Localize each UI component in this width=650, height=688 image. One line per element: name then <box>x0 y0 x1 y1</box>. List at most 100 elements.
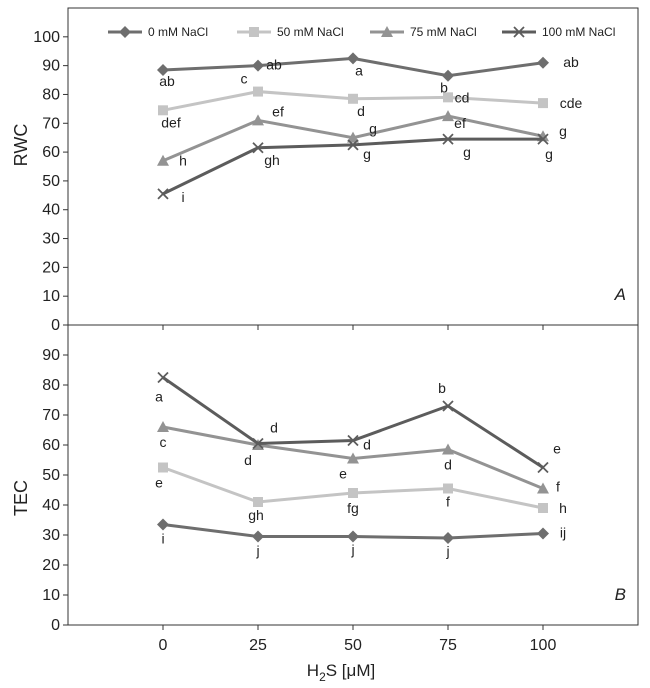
series-b-50-mm-nacl-point-75 <box>443 483 453 494</box>
series-b-100-mm-nacl-letter-50: d <box>363 437 371 453</box>
series-b-75-mm-nacl-point-0 <box>157 421 169 432</box>
series-b-50-mm-nacl-letter-25: gh <box>248 507 264 523</box>
x-axis-title-subscript: 2 <box>319 670 326 684</box>
y-tick-label-b-80: 80 <box>42 377 60 394</box>
series-a-0-mm-nacl-point-100 <box>537 56 549 69</box>
series-b-75-mm-nacl-point-100 <box>537 482 549 494</box>
series-a-100-mm-nacl-letter-0: i <box>181 189 184 205</box>
y-tick-label-b-70: 70 <box>42 407 60 424</box>
series-a-50-mm-nacl-point-0 <box>158 105 168 116</box>
series-b-0-mm-nacl-point-50 <box>347 530 359 543</box>
series-a-75-mm-nacl-point-0 <box>157 154 169 166</box>
panel-label-b: B <box>615 585 626 604</box>
series-b-0-mm-nacl-point-25 <box>252 530 264 543</box>
series-b-75-mm-nacl-letter-75: d <box>444 457 452 473</box>
series-a-75-mm-nacl-letter-100: g <box>559 123 567 139</box>
series-a-100-mm-nacl-point-100-stroke-b <box>537 133 549 145</box>
series-b-100-mm-nacl-point-75-stroke-b <box>442 400 454 412</box>
series-a-0-mm-nacl-point-50 <box>347 52 359 65</box>
y-tick-label-a-0: 0 <box>51 317 60 334</box>
legend-item-0-mm-nacl-marker <box>119 26 131 38</box>
series-b-100-mm-nacl-letter-25: d <box>270 420 278 436</box>
series-a-100-mm-nacl-point-25-stroke-b <box>252 142 264 154</box>
x-tick-label-100: 100 <box>530 637 557 654</box>
series-b-0-mm-nacl-letter-25: j <box>255 543 259 559</box>
y-tick-label-b-20: 20 <box>42 557 60 574</box>
series-a-100-mm-nacl-point-75 <box>442 133 454 145</box>
series-a-0-mm-nacl-point-75 <box>442 69 454 82</box>
series-b-50-mm-nacl-point-50 <box>348 488 358 498</box>
series-a-50-mm-nacl-letter-0: def <box>161 114 181 130</box>
y-tick-label-b-60: 60 <box>42 437 60 454</box>
y-tick-label-b-10: 10 <box>42 587 60 604</box>
series-b-100-mm-nacl-point-0 <box>157 371 169 384</box>
series-b-100-mm-nacl-point-100-stroke-b <box>537 461 549 474</box>
y-tick-label-b-50: 50 <box>42 467 60 484</box>
series-b-100-mm-nacl-point-25-stroke-b <box>252 437 264 450</box>
legend-item-100-mm-nacl-label: 100 mM NaCl <box>542 25 615 39</box>
series-b-100-mm-nacl-letter-0: a <box>155 389 163 405</box>
series-a-50-mm-nacl-letter-50: d <box>357 103 365 119</box>
legend-item-50-mm-nacl-label: 50 mM NaCl <box>277 25 344 39</box>
legend-item-75-mm-nacl-label: 75 mM NaCl <box>410 25 477 39</box>
series-b-100-mm-nacl-point-50 <box>347 434 359 447</box>
series-a-0-mm-nacl-letter-0: ab <box>159 73 175 89</box>
series-a-0-mm-nacl-point-25 <box>252 59 264 72</box>
y-tick-label-a-50: 50 <box>42 173 60 190</box>
series-a-75-mm-nacl-letter-0: h <box>179 153 187 169</box>
series-a-100-mm-nacl-letter-25: gh <box>264 152 280 168</box>
series-b-75-mm-nacl-point-50 <box>347 452 359 464</box>
series-a-75-mm-nacl-letter-75: ef <box>454 115 466 131</box>
x-tick-label-25: 25 <box>249 637 267 654</box>
series-b-0-mm-nacl-point-0 <box>157 518 169 531</box>
series-b-0-mm-nacl-letter-100: ij <box>560 525 566 541</box>
y-tick-label-b-30: 30 <box>42 527 60 544</box>
series-b-50-mm-nacl-point-25 <box>253 497 263 507</box>
y-tick-label-a-60: 60 <box>42 144 60 161</box>
series-b-100-mm-nacl-point-50-stroke-b <box>347 434 359 447</box>
series-a-0-mm-nacl-point-0 <box>157 63 169 76</box>
y-tick-label-b-40: 40 <box>42 497 60 514</box>
legend-item-100-mm-nacl-marker-stroke-b <box>513 26 525 38</box>
panel-label-a: A <box>614 285 626 304</box>
series-b-75-mm-nacl-letter-100: f <box>556 479 560 495</box>
y-tick-label-a-40: 40 <box>42 202 60 219</box>
series-b-50-mm-nacl-point-0 <box>158 462 168 473</box>
series-b-50-mm-nacl-letter-75: f <box>446 494 450 510</box>
legend-item-50-mm-nacl-marker <box>249 27 259 37</box>
series-a-50-mm-nacl-letter-100: cde <box>560 95 583 111</box>
series-a-75-mm-nacl-point-75 <box>442 110 454 122</box>
series-a-100-mm-nacl-point-100 <box>537 133 549 145</box>
series-b-75-mm-nacl-point-75 <box>442 443 454 455</box>
series-a-100-mm-nacl-point-75-stroke-b <box>442 133 454 145</box>
series-a-75-mm-nacl-point-50 <box>347 131 359 143</box>
series-a-100-mm-nacl-letter-50: g <box>363 146 371 162</box>
series-b-75-mm-nacl-letter-50: e <box>339 466 347 482</box>
y-tick-label-a-100: 100 <box>33 29 60 46</box>
series-a-100-mm-nacl-point-50 <box>347 139 359 151</box>
y-axis-title-tec: TEC <box>11 480 31 516</box>
series-a-100-mm-nacl-point-25 <box>252 142 264 154</box>
x-axis-title-h: H <box>307 661 319 680</box>
series-a-50-mm-nacl-point-25 <box>253 86 263 97</box>
x-axis-title-rest: S [μM] <box>326 661 375 680</box>
series-b-50-mm-nacl-letter-0: e <box>155 475 163 491</box>
series-b-75-mm-nacl-letter-25: d <box>244 452 252 468</box>
x-tick-label-50: 50 <box>344 637 362 654</box>
series-b-0-mm-nacl-point-75 <box>442 532 454 544</box>
series-b-0-mm-nacl-letter-0: i <box>161 531 164 547</box>
series-a-50-mm-nacl-point-75 <box>443 92 453 103</box>
series-a-75-mm-nacl-letter-50: g <box>369 121 377 137</box>
x-tick-label-0: 0 <box>159 637 168 654</box>
y-tick-label-a-80: 80 <box>42 86 60 103</box>
y-tick-label-a-70: 70 <box>42 115 60 132</box>
series-b-75-mm-nacl-letter-0: c <box>160 434 167 450</box>
series-a-75-mm-nacl-point-25 <box>252 114 264 126</box>
series-a-100-mm-nacl-letter-75: g <box>463 144 471 160</box>
legend: 0 mM NaCl 50 mM NaCl 75 mM NaCl 100 mM NaCl <box>108 25 615 39</box>
series-b-0-mm-nacl-letter-50: j <box>350 542 354 558</box>
x-axis-title: H2S [μM] <box>307 661 375 684</box>
